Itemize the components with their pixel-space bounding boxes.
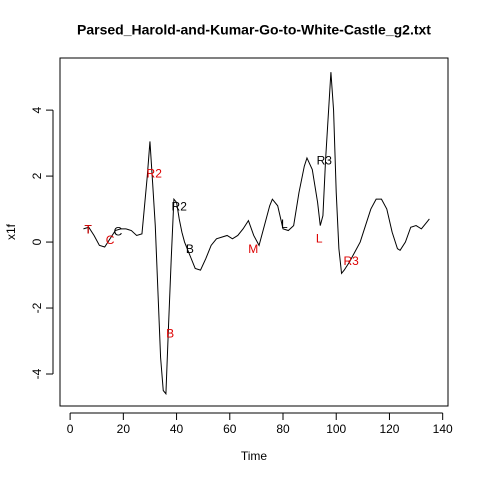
x-tick-label: 20 <box>117 422 131 436</box>
y-tick-label: 2 <box>30 172 44 179</box>
annotation: L <box>316 231 323 245</box>
y-tick-label: 0 <box>30 238 44 245</box>
plot-box <box>59 57 449 407</box>
x-tick-label: 100 <box>326 422 346 436</box>
data-line <box>83 72 430 396</box>
annotation: C <box>114 224 123 238</box>
chart-title: Parsed_Harold-and-Kumar-Go-to-White-Cast… <box>77 22 431 38</box>
annotation: R3 <box>317 153 333 167</box>
x-tick-label: 140 <box>433 422 453 436</box>
annotation: C <box>106 233 115 247</box>
x-axis-label: Time <box>241 449 268 463</box>
annotation: R2 <box>147 166 163 180</box>
x-tick-label: 120 <box>379 422 399 436</box>
annotation: T <box>85 222 93 236</box>
x-tick-label: 0 <box>67 422 74 436</box>
x-tick-label: 40 <box>170 422 184 436</box>
annotation: R3 <box>343 254 359 268</box>
annotation: R2 <box>172 199 188 213</box>
y-tick-label: -4 <box>30 368 44 379</box>
annotation: L <box>281 217 288 231</box>
annotation: B <box>186 242 194 256</box>
y-tick-label: 4 <box>30 106 44 113</box>
x-tick-label: 60 <box>223 422 237 436</box>
y-tick-label: -2 <box>30 302 44 313</box>
x-tick-label: 80 <box>276 422 290 436</box>
annotation: M <box>248 242 258 256</box>
annotation: B <box>166 326 174 340</box>
annotation: T <box>85 222 93 236</box>
y-axis-label: x1f <box>4 223 18 240</box>
